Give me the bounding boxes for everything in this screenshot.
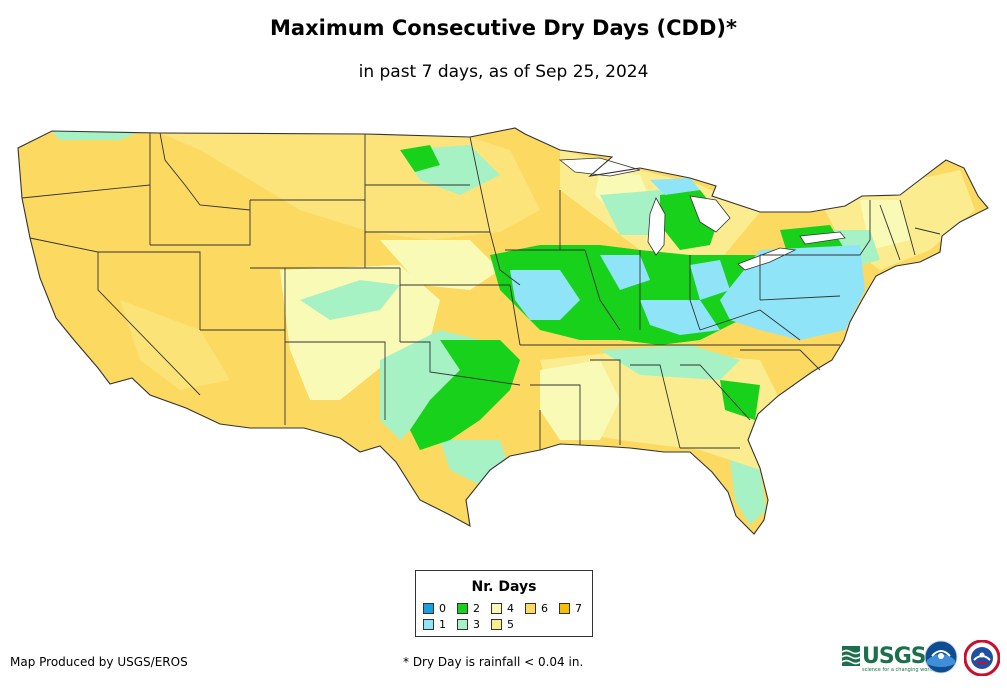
legend-swatch-7 <box>559 602 570 614</box>
legend-swatch-3 <box>457 618 468 630</box>
legend-label-1: 1 <box>439 617 446 631</box>
legend: Nr. Days 0 1 2 3 4 5 6 <box>415 570 593 637</box>
legend-label-3: 3 <box>473 617 480 631</box>
legend-item-6: 6 <box>525 601 548 615</box>
legend-item-7: 7 <box>559 601 582 615</box>
state-boundaries <box>17 127 989 535</box>
map-title: Maximum Consecutive Dry Days (CDD)* <box>270 16 737 40</box>
usgs-logo: USGS science for a changing world <box>842 644 934 674</box>
usgs-wave-icon <box>842 646 860 666</box>
cdd-shading <box>50 130 975 525</box>
legend-swatch-1 <box>423 618 434 630</box>
legend-item-2: 2 <box>457 601 480 615</box>
legend-swatch-5 <box>491 618 502 630</box>
legend-label-5: 5 <box>507 617 514 631</box>
legend-title: Nr. Days <box>471 579 537 595</box>
legend-item-1: 1 <box>423 617 446 631</box>
legend-label-0: 0 <box>439 601 446 615</box>
map-credit: Map Produced by USGS/EROS <box>10 655 188 669</box>
dry-day-footnote: * Dry Day is rainfall < 0.04 in. <box>403 655 584 669</box>
legend-grid: 0 1 2 3 4 5 6 7 <box>423 601 593 633</box>
legend-item-4: 4 <box>491 601 514 615</box>
legend-item-5: 5 <box>491 617 514 631</box>
legend-swatch-2 <box>457 602 468 614</box>
legend-label-2: 2 <box>473 601 480 615</box>
legend-label-6: 6 <box>541 601 548 615</box>
map-subtitle: in past 7 days, as of Sep 25, 2024 <box>358 62 649 82</box>
legend-swatch-0 <box>423 602 434 614</box>
legend-item-3: 3 <box>457 617 480 631</box>
cdd-map <box>17 127 989 535</box>
agency-logos: USGS science for a changing world <box>842 638 1002 680</box>
legend-item-0: 0 <box>423 601 446 615</box>
usgs-tagline: science for a changing world <box>862 667 934 673</box>
legend-swatch-4 <box>491 602 502 614</box>
legend-swatch-6 <box>525 602 536 614</box>
legend-label-7: 7 <box>575 601 582 615</box>
usgs-wordmark: USGS <box>862 644 927 669</box>
noaa-logo-icon <box>924 640 958 674</box>
legend-label-4: 4 <box>507 601 514 615</box>
nws-logo-icon <box>964 640 1000 676</box>
